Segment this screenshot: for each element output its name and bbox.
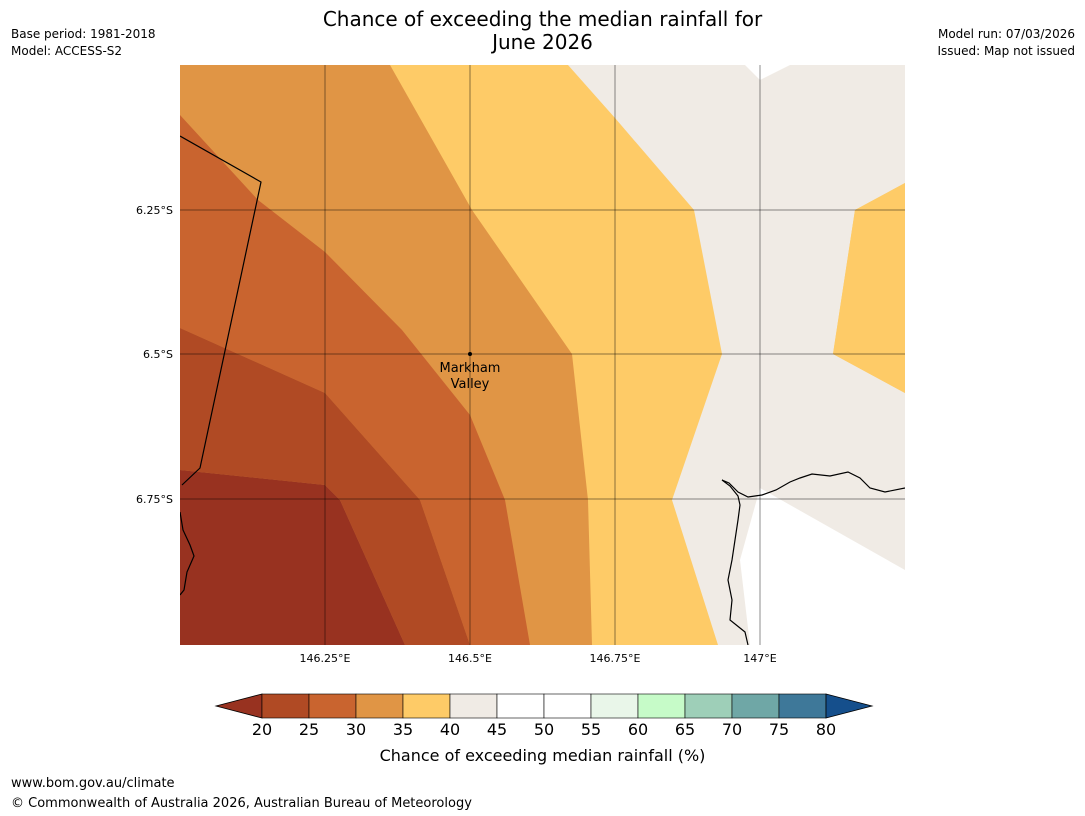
colorbar-label: Chance of exceeding median rainfall (%) xyxy=(379,746,706,765)
lon-label-146-25: 146.25°E xyxy=(300,652,351,665)
colorbar-tick-50: 50 xyxy=(534,720,554,739)
colorbar-tick-20: 20 xyxy=(252,720,272,739)
colorbar-tick-30: 30 xyxy=(346,720,366,739)
colorbar-ticks: 20 25 30 35 40 45 50 55 60 65 70 75 80 xyxy=(252,720,836,739)
rainfall-map: Markham Valley 6.25°S 6.5°S 6.75°S 146.2… xyxy=(136,65,905,665)
meta-right: Model run: 07/03/2026 Issued: Map not is… xyxy=(937,26,1075,60)
colorbar-tick-75: 75 xyxy=(769,720,789,739)
lat-label-6-25: 6.25°S xyxy=(136,204,173,217)
band-25-30 xyxy=(180,115,530,645)
footer-url[interactable]: www.bom.gov.au/climate xyxy=(11,776,175,791)
colorbar-tick-55: 55 xyxy=(581,720,601,739)
lat-label-6-75: 6.75°S xyxy=(136,493,173,506)
band-20-25 xyxy=(180,328,470,645)
band-35-40-east xyxy=(833,183,905,393)
place-label-line-1: Markham xyxy=(440,361,501,376)
model-run-text: Model run: 07/03/2026 xyxy=(937,27,1075,41)
colorbar-tick-65: 65 xyxy=(675,720,695,739)
lon-label-147: 147°E xyxy=(743,652,776,665)
meta-left: Base period: 1981-2018 Model: ACCESS-S2 xyxy=(11,26,156,60)
place-label-line-2: Valley xyxy=(451,377,490,392)
colorbar-tick-45: 45 xyxy=(487,720,507,739)
base-period-text: Base period: 1981-2018 xyxy=(11,27,156,41)
colorbar-tick-70: 70 xyxy=(722,720,742,739)
band-40-45 xyxy=(568,65,905,645)
lat-label-6-5: 6.5°S xyxy=(143,348,173,361)
colorbar-tick-60: 60 xyxy=(628,720,648,739)
model-text: Model: ACCESS-S2 xyxy=(11,44,123,58)
west-coastline xyxy=(180,511,195,596)
title-line-1: Chance of exceeding the median rainfall … xyxy=(322,7,763,31)
colorbar-tick-35: 35 xyxy=(393,720,413,739)
lon-label-146-75: 146.75°E xyxy=(590,652,641,665)
no-data-area xyxy=(745,65,790,80)
markham-valley-marker xyxy=(468,352,472,356)
sea-area xyxy=(740,488,905,645)
colorbar-tick-40: 40 xyxy=(440,720,460,739)
lon-label-146-5: 146.5°E xyxy=(448,652,492,665)
footer-copyright: © Commonwealth of Australia 2026, Austra… xyxy=(11,796,472,811)
colorbar-tick-80: 80 xyxy=(816,720,836,739)
colorbar-tick-25: 25 xyxy=(299,720,319,739)
map-title: Chance of exceeding the median rainfall … xyxy=(0,8,1085,54)
province-boundary xyxy=(180,135,262,486)
graticule xyxy=(180,65,905,645)
east-coastline xyxy=(721,471,905,645)
title-line-2: June 2026 xyxy=(492,30,593,54)
band-below-20 xyxy=(180,470,405,645)
issued-text: Issued: Map not issued xyxy=(937,44,1075,58)
